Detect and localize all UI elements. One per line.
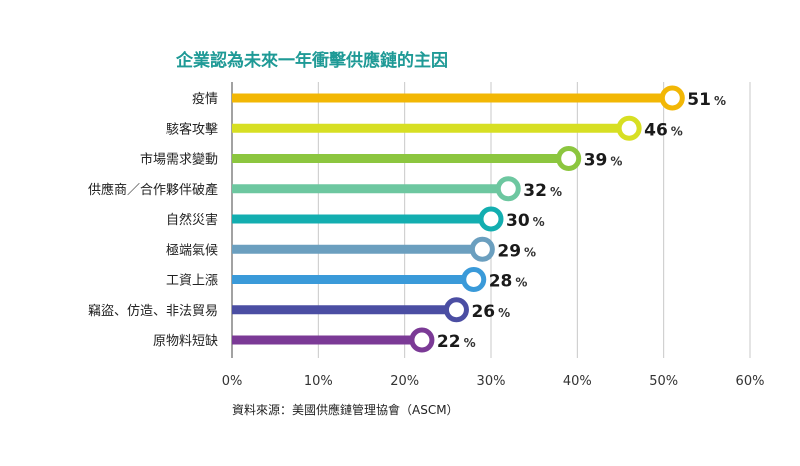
data-label-value: 28 [489,272,513,292]
data-label-value: 26 [471,302,495,322]
bar-layer: 疫情 51 % 駭客攻擊 46 % 市場需求變動 39 % 供應商／合作夥伴破產 32 % 自然災害 30… [88,85,726,353]
chart-title: 企業認為未來一年衝擊供應鏈的主因 [175,50,448,71]
bar [232,93,673,103]
data-label-unit: % [610,155,622,169]
category-label: 自然災害 [166,212,218,228]
category-label: 疫情 [192,91,218,107]
category-label: 供應商／合作夥伴破產 [88,182,218,198]
x-tick-label: 20% [390,374,419,389]
data-label-value: 39 [584,151,608,171]
bar-end-marker [469,236,495,262]
bar-end-marker [443,297,469,323]
category-label: 原物料短缺 [153,334,218,349]
bar-end-marker [556,146,582,171]
data-label-unit: % [550,185,562,199]
bar [232,123,630,133]
data-label: 30% [506,211,545,231]
bar-end-marker [616,115,642,141]
data-label: 26% [471,302,510,322]
category-label: 市場需求變動 [140,152,218,168]
x-tick-label: 60% [736,374,765,389]
tick-layer: 0% 10% 20% 30% 40% 50% 60% [222,374,765,389]
category-label: 竊盜、仿造、非法貿易 [88,303,218,319]
data-label-unit: % [524,245,536,259]
category-label: 駭客攻擊 [166,121,218,137]
data-label-value: 29 [497,241,521,261]
data-label-value: 30 [506,211,530,231]
data-label-value: 32 [523,181,547,201]
bar-end-marker [478,206,504,232]
x-tick-label: 10% [304,374,333,389]
data-label: 32% [523,181,562,201]
data-label: 22% [437,332,476,352]
bar [232,335,422,345]
data-label: 46% [644,120,683,140]
bar-end-marker [461,267,487,292]
data-label: 51% [687,90,726,110]
data-label-value: 51 [687,90,711,110]
bar [232,275,474,284]
x-tick-label: 30% [477,374,506,389]
data-label-unit: % [714,94,726,108]
bar [232,154,569,163]
data-label-unit: % [533,215,545,229]
source-note: 資料來源：美國供應鏈管理協會（ASCM） [232,402,459,417]
x-tick-label: 0% [222,374,243,389]
bar [232,305,457,315]
data-label-value: 46 [644,120,668,140]
bar [232,244,483,254]
data-label: 29% [497,241,536,261]
category-label: 工資上漲 [166,274,218,289]
data-label: 28% [489,272,528,292]
data-label-value: 22 [437,332,461,352]
x-tick-label: 50% [649,374,678,389]
bar [232,184,509,194]
bar [232,214,491,224]
x-tick-label: 40% [563,374,592,389]
bar-end-marker [495,176,521,202]
category-label: 極端氣候 [166,242,218,258]
bar-end-marker [409,327,435,353]
bar-end-marker [659,85,685,111]
data-label-unit: % [498,306,510,320]
data-label-unit: % [515,276,527,290]
data-label: 39% [584,151,623,171]
data-label-unit: % [464,336,476,350]
data-label-unit: % [671,124,683,138]
